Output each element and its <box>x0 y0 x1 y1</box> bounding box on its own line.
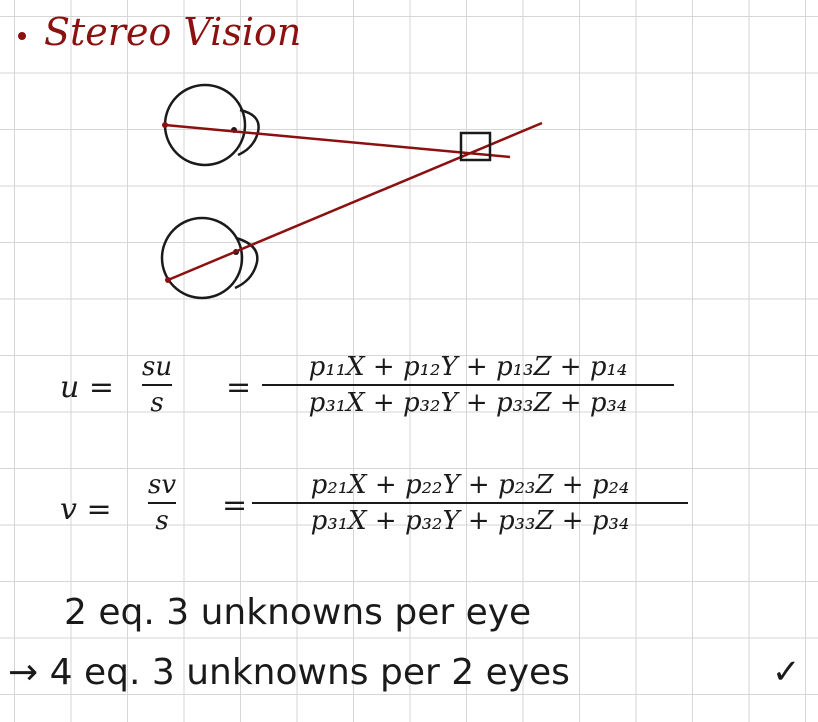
v-mid-fraction: sv s <box>148 470 177 536</box>
page-title: Stereo Vision <box>18 10 301 54</box>
u-mid-numerator: su <box>142 352 173 382</box>
u-mid-fraction: su s <box>142 352 173 418</box>
bottom-eye-ray <box>167 121 543 282</box>
v-fraction-bar <box>252 502 688 504</box>
v-mid-bar <box>148 502 177 504</box>
v-equals: = <box>222 488 248 523</box>
bullet-dot <box>18 31 26 40</box>
u-fraction-bar <box>262 384 674 386</box>
u-main-fraction: p₁₁X + p₁₂Y + p₁₃Z + p₁₄ p₃₁X + p₃₂Y + p… <box>262 352 674 418</box>
v-denominator: p₃₁X + p₃₂Y + p₃₃Z + p₃₄ <box>310 506 630 536</box>
u-equals: = <box>226 370 252 405</box>
u-mid-denominator: s <box>150 388 164 418</box>
v-mid-numerator: sv <box>148 470 177 500</box>
note-line-2: → 4 eq. 3 unknowns per 2 eyes <box>8 652 570 693</box>
object-square <box>459 131 492 162</box>
v-mid-denominator: s <box>155 506 169 536</box>
v-lhs: v = <box>60 492 112 527</box>
note-line-1: 2 eq. 3 unknowns per eye <box>64 592 532 633</box>
v-numerator: p₂₁X + p₂₂Y + p₂₃Z + p₂₄ <box>310 470 630 500</box>
u-lhs: u = <box>60 370 114 405</box>
title-text: Stereo Vision <box>44 10 302 54</box>
checkmark-icon: ✓ <box>772 652 801 692</box>
top-eye-ray <box>164 123 511 159</box>
bottom-eye <box>160 216 259 300</box>
u-denominator: p₃₁X + p₃₂Y + p₃₃Z + p₃₄ <box>308 388 628 418</box>
u-mid-bar <box>142 384 173 386</box>
v-main-fraction: p₂₁X + p₂₂Y + p₂₃Z + p₂₄ p₃₁X + p₃₂Y + p… <box>252 470 688 536</box>
u-numerator: p₁₁X + p₁₂Y + p₁₃Z + p₁₄ <box>308 352 628 382</box>
